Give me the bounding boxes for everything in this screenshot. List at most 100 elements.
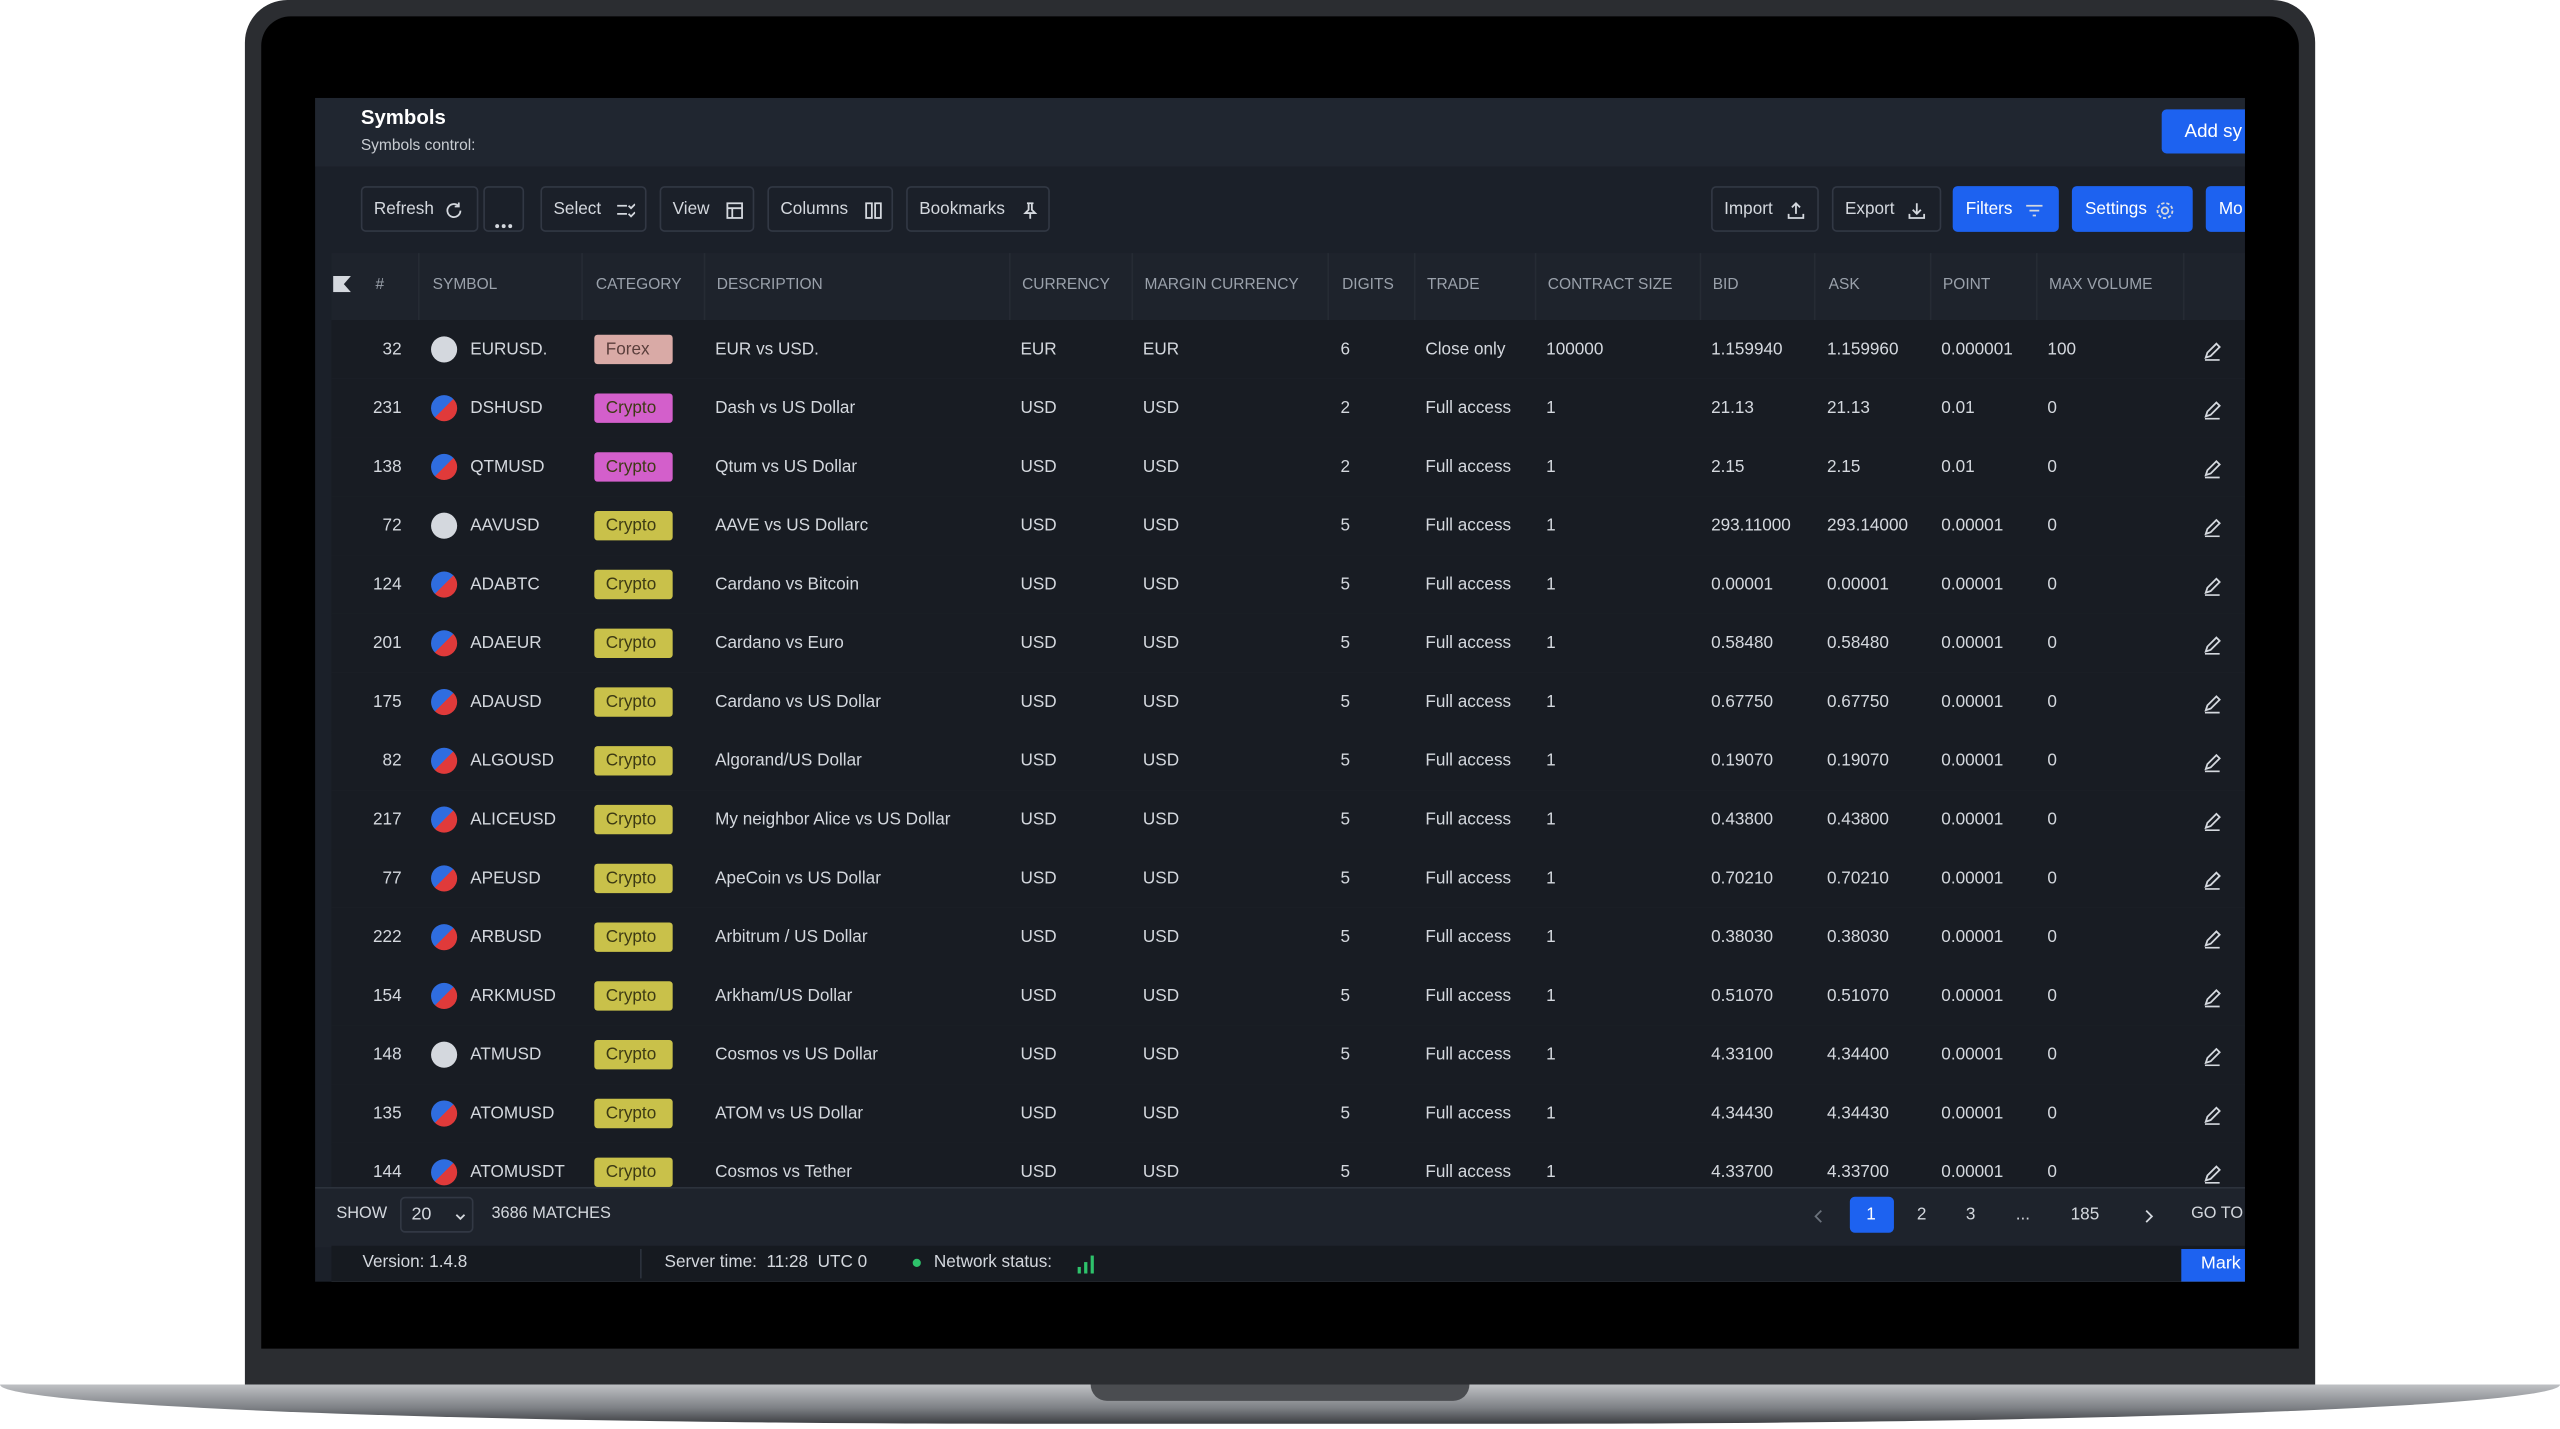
cell: 0.00001	[1711, 574, 1774, 595]
toolbar-button-label[interactable]: Mo	[2218, 199, 2243, 219]
cell: 0.00001	[1941, 868, 2004, 889]
symbol-icon	[431, 865, 458, 892]
cell: 0.38030	[1711, 927, 1774, 947]
toolbar-icon	[444, 199, 464, 219]
category-label: Crypto	[605, 1103, 657, 1124]
column-header: ASK	[1828, 275, 1860, 294]
cell: 0	[2047, 927, 2057, 947]
edit-icon[interactable]	[2203, 1104, 2223, 1126]
symbol: ADABTC	[470, 574, 540, 595]
cell: 0.00001	[1941, 574, 2004, 595]
toolbar-button[interactable]	[1952, 186, 2059, 232]
cell: 0.00001	[1941, 1044, 2004, 1065]
toolbar-button[interactable]	[906, 186, 1050, 232]
select-chevron	[451, 1205, 471, 1225]
cell: 0	[2047, 515, 2057, 536]
cell: 1	[1546, 868, 1556, 889]
add-button-label[interactable]: Add sy	[2184, 122, 2242, 143]
category-badge	[594, 863, 673, 894]
page-size-select[interactable]	[400, 1196, 474, 1233]
cell: Qtum vs US Dollar	[715, 457, 858, 477]
symbol-icon	[431, 806, 458, 833]
cell: 0.00001	[1941, 633, 2004, 654]
toolbar-icon	[2155, 199, 2175, 220]
toolbar-button-label[interactable]: Bookmarks	[919, 199, 1005, 219]
category-badge	[594, 452, 673, 482]
toolbar-button[interactable]	[2205, 186, 2245, 232]
toolbar-icon	[616, 199, 636, 219]
page-link[interactable]: ...	[2015, 1204, 2031, 1225]
toolbar-button-label[interactable]: Export	[1844, 199, 1895, 219]
edit-icon[interactable]	[2203, 927, 2223, 949]
edit-icon[interactable]	[2203, 575, 2223, 597]
category-badge	[594, 628, 673, 658]
edit-icon[interactable]	[2203, 1045, 2223, 1067]
toolbar-button-label[interactable]: Import	[1724, 199, 1773, 219]
cell: USD	[1020, 809, 1057, 830]
symbol: ATOMUSDT	[470, 1162, 565, 1183]
cell: 1	[1546, 927, 1556, 947]
page-link[interactable]: 2	[1916, 1204, 1927, 1225]
cell: Full access	[1425, 1162, 1512, 1183]
cell: 2.15	[1711, 457, 1745, 477]
toolbar-button-label[interactable]: Select	[553, 199, 602, 219]
page-link[interactable]: 1	[1866, 1204, 1876, 1225]
edit-icon[interactable]	[2203, 692, 2223, 714]
toolbar-button[interactable]	[360, 186, 479, 232]
cell: USD	[1142, 574, 1180, 595]
toolbar-icon	[1786, 199, 1806, 219]
row-number: 217	[373, 809, 402, 830]
page-size[interactable]: 20	[411, 1204, 432, 1225]
cell: 1	[1546, 986, 1556, 1006]
mark-button-label[interactable]: Mark	[2200, 1253, 2241, 1274]
cell: USD	[1020, 574, 1057, 595]
cell: 5	[1340, 1044, 1350, 1065]
symbol: ATMUSD	[470, 1044, 542, 1065]
edit-icon[interactable]	[2203, 340, 2223, 361]
row-number: 231	[373, 398, 402, 418]
goto-label: GO TO	[2191, 1204, 2244, 1223]
edit-icon[interactable]	[2203, 810, 2223, 832]
category-badge	[594, 981, 673, 1011]
mark-button[interactable]	[2181, 1249, 2245, 1282]
current-page[interactable]	[1849, 1196, 1894, 1233]
toolbar-button-label[interactable]: Settings	[2084, 199, 2147, 219]
cell: Full access	[1425, 1044, 1512, 1065]
add-button[interactable]	[2161, 109, 2245, 154]
network-status: Network status:	[933, 1252, 1053, 1272]
page-link[interactable]: 3	[1965, 1204, 1976, 1225]
edit-icon[interactable]	[2203, 516, 2223, 538]
page-title: Symbols	[360, 106, 446, 129]
cell: Dash vs US Dollar	[715, 398, 856, 418]
show-label: SHOW	[336, 1204, 388, 1223]
table-header	[331, 253, 2245, 322]
cell: USD	[1142, 1162, 1180, 1183]
edit-icon[interactable]	[2203, 1162, 2223, 1184]
toolbar-button-label[interactable]: View	[672, 199, 710, 219]
category-badge	[594, 1157, 673, 1187]
edit-icon[interactable]	[2203, 869, 2223, 890]
edit-icon[interactable]	[2203, 398, 2223, 420]
cell: Cardano vs US Dollar	[715, 692, 881, 712]
toolbar-button[interactable]	[1831, 186, 1942, 232]
toolbar-button-label[interactable]: Filters	[1965, 199, 2013, 219]
edit-icon[interactable]	[2203, 457, 2223, 479]
symbol-icon	[431, 688, 458, 716]
cell: 0.51070	[1711, 986, 1774, 1006]
edit-icon[interactable]	[2203, 633, 2223, 655]
toolbar-button[interactable]	[1711, 186, 1819, 232]
toolbar-button-label[interactable]: Refresh	[373, 199, 434, 219]
next-page	[2139, 1205, 2159, 1225]
page-link[interactable]: 185	[2070, 1204, 2100, 1225]
toolbar-button[interactable]	[540, 186, 647, 232]
toolbar-icon	[1907, 199, 1927, 219]
cell: Cardano vs Euro	[715, 633, 844, 654]
category-label: Crypto	[605, 1044, 657, 1065]
cell: USD	[1142, 868, 1180, 889]
cell: 0.01	[1941, 457, 1975, 477]
edit-icon[interactable]	[2203, 751, 2223, 773]
toolbar-button-label[interactable]: Columns	[780, 199, 849, 219]
edit-icon[interactable]	[2203, 986, 2223, 1008]
toolbar-icon	[725, 199, 745, 219]
cell: USD	[1020, 1103, 1057, 1124]
